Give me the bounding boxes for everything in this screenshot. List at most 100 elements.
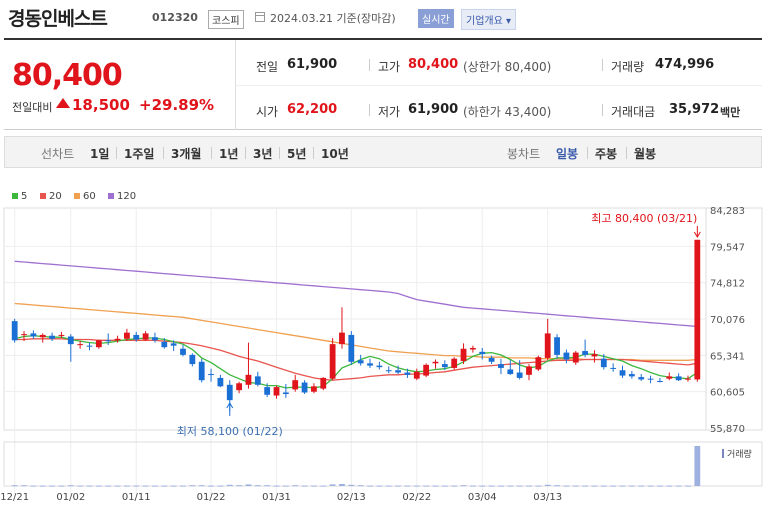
volume-bar bbox=[535, 485, 542, 487]
volume-bar bbox=[432, 485, 439, 487]
y-tick-label: 84,283 bbox=[710, 206, 745, 217]
volume-bar bbox=[254, 485, 261, 487]
volume-label: 거래량 bbox=[611, 60, 645, 74]
separator bbox=[602, 59, 603, 71]
low-value: 61,900 bbox=[408, 102, 459, 117]
candle-body bbox=[628, 374, 635, 377]
tab-monthly[interactable]: 월봉 bbox=[634, 147, 657, 161]
x-tick-label: 01/31 bbox=[262, 492, 291, 503]
volume-bar bbox=[311, 485, 317, 487]
candle-body bbox=[226, 384, 233, 401]
calendar-icon bbox=[255, 12, 265, 22]
tab-weekly[interactable]: 주봉 bbox=[595, 147, 618, 161]
volume-bar bbox=[451, 485, 458, 487]
tab-3year[interactable]: 3년 bbox=[253, 147, 273, 161]
candle-body bbox=[563, 352, 570, 360]
prev-close-value: 61,900 bbox=[287, 57, 338, 72]
separator bbox=[211, 147, 212, 159]
candle-body bbox=[610, 367, 617, 369]
amount-value: 35,972 bbox=[669, 102, 720, 117]
volume-bar bbox=[460, 485, 467, 487]
volume-bar bbox=[86, 485, 93, 487]
volume-bar bbox=[685, 485, 691, 487]
volume-bar bbox=[582, 485, 589, 487]
legend-label: 20 bbox=[49, 191, 62, 202]
upper-limit: (상한가 80,400) bbox=[463, 60, 552, 74]
volume-bar bbox=[498, 485, 504, 487]
separator bbox=[116, 147, 117, 159]
volume-bar bbox=[339, 484, 345, 486]
volume-bar bbox=[413, 485, 420, 487]
header: 경동인베스트 012320 코스피 2024.03.21 기준(장마감) 실시간… bbox=[0, 0, 766, 36]
company-info-button[interactable]: 기업개요 ▾ bbox=[461, 9, 516, 30]
volume-bar bbox=[105, 485, 112, 487]
legend-ma120: 120 bbox=[108, 191, 136, 202]
tab-10year[interactable]: 10년 bbox=[321, 147, 349, 161]
candle-body bbox=[86, 345, 93, 347]
realtime-button[interactable]: 실시간 bbox=[418, 9, 454, 28]
volume-bar bbox=[67, 485, 74, 487]
amount-label: 거래대금 bbox=[611, 105, 656, 119]
candle-body bbox=[189, 354, 196, 365]
legend-swatch bbox=[74, 193, 80, 199]
candle-body bbox=[451, 358, 458, 368]
stock-name[interactable]: 경동인베스트 bbox=[8, 8, 108, 30]
candle-body bbox=[544, 333, 551, 358]
legend-swatch bbox=[108, 193, 114, 199]
volume-bar bbox=[441, 485, 448, 487]
divider bbox=[235, 85, 762, 86]
candle-body bbox=[591, 354, 598, 357]
candle-body bbox=[460, 348, 467, 362]
candle-body bbox=[647, 378, 654, 380]
separator bbox=[279, 147, 280, 159]
volume-bar bbox=[320, 485, 327, 487]
volume-bar bbox=[58, 485, 65, 487]
volume-bar bbox=[133, 485, 140, 487]
x-tick-label: 01/11 bbox=[122, 492, 151, 503]
change-value: 18,500 bbox=[72, 96, 130, 114]
legend-label: 5 bbox=[21, 191, 28, 202]
amount-unit: 백만 bbox=[720, 106, 741, 119]
candle-body bbox=[404, 372, 411, 375]
candle-body bbox=[105, 340, 112, 342]
y-tick-label: 60,605 bbox=[710, 388, 745, 399]
volume-bar bbox=[638, 485, 645, 487]
volume-bar bbox=[376, 485, 383, 487]
volume-bar bbox=[516, 485, 523, 487]
candle-body bbox=[441, 364, 448, 368]
volume-bar bbox=[39, 485, 46, 487]
y-tick-label: 70,076 bbox=[710, 315, 745, 326]
candle-body bbox=[180, 348, 186, 355]
candle-body bbox=[123, 332, 130, 339]
volume-bar bbox=[619, 485, 626, 487]
candle-body bbox=[367, 363, 373, 366]
volume-bar bbox=[11, 485, 18, 487]
x-tick-label: 02/22 bbox=[402, 492, 431, 503]
tab-1week[interactable]: 1주일 bbox=[124, 147, 155, 161]
candle-body bbox=[657, 380, 663, 382]
candlestick-chart[interactable]: 84,283 79,547 74,812 70,076 65,341 60,605 55,8… bbox=[0, 180, 766, 510]
high-value: 80,400 bbox=[408, 57, 459, 72]
separator bbox=[602, 104, 603, 116]
legend-swatch bbox=[12, 193, 18, 199]
tab-3month[interactable]: 3개월 bbox=[171, 147, 202, 161]
volume-bar bbox=[367, 485, 373, 487]
candle-body bbox=[58, 334, 65, 336]
volume-bar bbox=[544, 484, 551, 486]
current-price: 80,400 bbox=[12, 58, 123, 93]
volume-bar bbox=[142, 485, 149, 487]
volume-bar bbox=[423, 485, 430, 487]
volume-bar bbox=[245, 484, 252, 486]
candle-body bbox=[49, 335, 55, 339]
tab-1year[interactable]: 1년 bbox=[219, 147, 239, 161]
stock-code: 012320 bbox=[152, 11, 198, 24]
x-tick-label: 03/04 bbox=[468, 492, 497, 503]
tab-daily[interactable]: 일봉 bbox=[556, 147, 579, 161]
separator bbox=[313, 147, 314, 159]
candle-body bbox=[95, 340, 102, 348]
volume-bar bbox=[217, 485, 224, 487]
tab-5year[interactable]: 5년 bbox=[287, 147, 307, 161]
tab-1day[interactable]: 1일 bbox=[90, 147, 110, 161]
up-arrow-icon bbox=[56, 98, 70, 108]
candle-body bbox=[282, 392, 289, 395]
